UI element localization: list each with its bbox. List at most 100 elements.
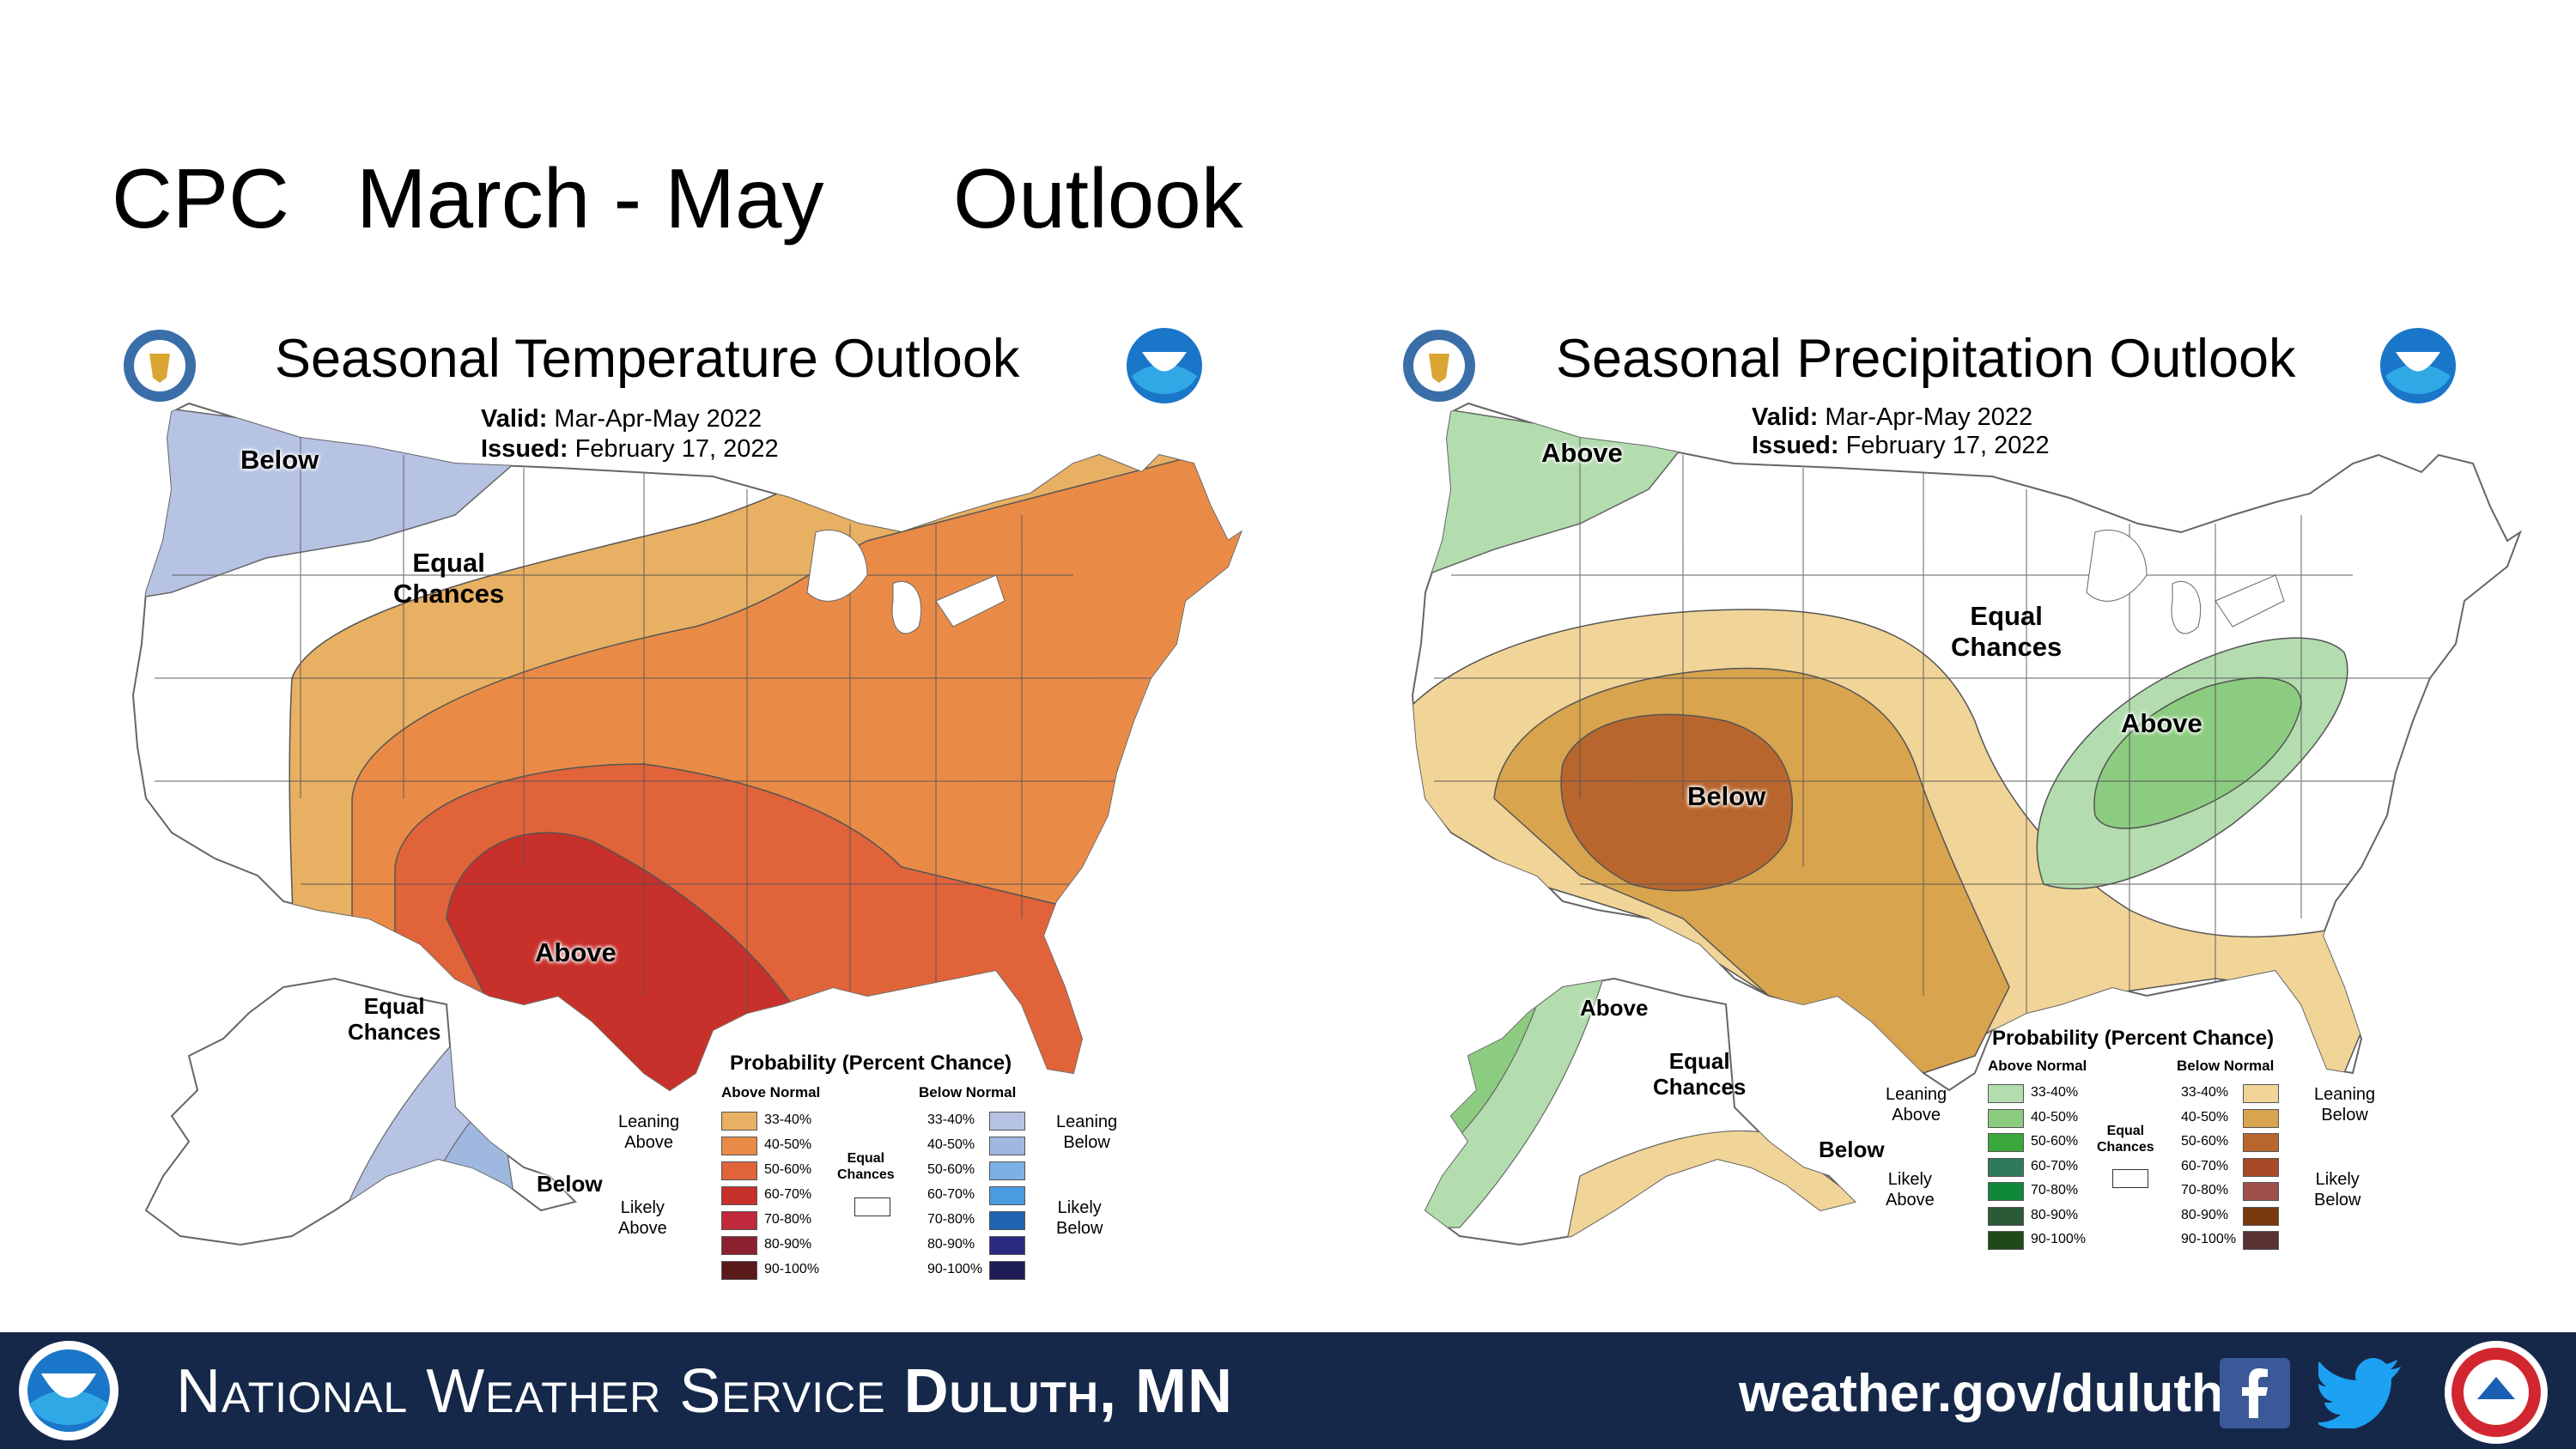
map-label-above: Above [535, 937, 617, 967]
legend-leaning-above: Leaning Above [1886, 1085, 1947, 1125]
footer-website-link[interactable]: weather.gov/duluth [1739, 1364, 2224, 1423]
legend-range-label: 70-80% [764, 1212, 812, 1227]
legend-range-label: 80-90% [2031, 1207, 2079, 1222]
legend-swatch-above [721, 1112, 757, 1131]
legend-swatch-below [989, 1112, 1025, 1131]
map-label-below-nw: Below [240, 445, 319, 475]
map-label-below: Below [1687, 781, 1766, 811]
legend-range-label: 60-70% [2181, 1158, 2229, 1173]
legend-swatch-above [1988, 1157, 2024, 1177]
precipitation-valid: Valid: Mar-Apr-May 2022 [1752, 403, 2033, 431]
legend-range-label: 40-50% [764, 1137, 812, 1152]
legend-range-label: 70-80% [2031, 1183, 2079, 1197]
map-label-equal-chances: Equal Chances [1951, 601, 2063, 662]
precipitation-outlook-panel: Seasonal Precipitation Outlook Valid: Ma… [1322, 318, 2567, 1296]
map-label-alaska-below: Below [1819, 1137, 1885, 1162]
legend-range-label: 33-40% [2031, 1085, 2079, 1100]
slide-title-cpc: CPC [112, 151, 289, 246]
national-weather-service-logo-icon [2443, 1339, 2550, 1446]
temperature-issued: Issued: February 17, 2022 [481, 435, 779, 463]
footer-bar: National Weather Service Duluth, MN weat… [0, 1332, 2576, 1449]
map-label-alaska-equal-chances: Equal Chances [348, 993, 441, 1045]
legend-range-label: 70-80% [2181, 1183, 2229, 1197]
legend-range-label: 90-100% [764, 1262, 820, 1276]
legend-range-label: 90-100% [927, 1262, 983, 1276]
legend-swatch-above [721, 1261, 757, 1280]
legend-range-label: 50-60% [764, 1162, 812, 1177]
temperature-outlook-map [131, 402, 1243, 1246]
facebook-icon[interactable] [2220, 1358, 2290, 1428]
legend-swatch-below [2243, 1108, 2279, 1128]
legend-swatch-below [2243, 1157, 2279, 1177]
legend-swatch-above [721, 1211, 757, 1230]
temperature-valid: Valid: Mar-Apr-May 2022 [481, 405, 762, 433]
legend-range-label: 80-90% [2181, 1207, 2229, 1222]
precipitation-outlook-title: Seasonal Precipitation Outlook [1556, 329, 2296, 389]
legend-likely-below: Likely Below [2314, 1170, 2361, 1210]
legend-range-label: 90-100% [2181, 1232, 2237, 1246]
legend-range-label: 33-40% [2181, 1085, 2229, 1100]
legend-equal-swatch [2112, 1169, 2148, 1188]
legend-swatch-above [1988, 1182, 2024, 1201]
legend-range-label: 33-40% [764, 1113, 812, 1127]
legend-swatch-above [1988, 1231, 2024, 1250]
legend-head-below: Below Normal [2177, 1058, 2275, 1074]
legend-head-above: Above Normal [721, 1084, 821, 1100]
legend-range-label: 40-50% [927, 1137, 975, 1152]
legend-leaning-below: Leaning Below [2314, 1085, 2376, 1125]
legend-head-above: Above Normal [1988, 1058, 2087, 1074]
legend-swatch-below [989, 1236, 1025, 1255]
legend-head-below: Below Normal [919, 1084, 1017, 1100]
map-label-alaska-above: Above [1580, 995, 1649, 1021]
legend-likely-below: Likely Below [1056, 1198, 1103, 1238]
legend-swatch-above [1988, 1084, 2024, 1103]
legend-range-label: 80-90% [927, 1237, 975, 1252]
map-label-equal-chances: Equal Chances [393, 548, 505, 609]
legend-swatch-above [721, 1137, 757, 1155]
legend-equal-swatch [854, 1197, 890, 1216]
legend-swatch-below [989, 1211, 1025, 1230]
legend-swatch-below [989, 1137, 1025, 1155]
slide-title-outlook: Outlook [953, 151, 1243, 246]
legend-range-label: 50-60% [2031, 1134, 2079, 1149]
legend-likely-above: Likely Above [1886, 1170, 1935, 1210]
noaa-logo-icon [1125, 326, 1204, 405]
footer-org-name: National Weather Service Duluth, MN [176, 1357, 1233, 1426]
temperature-outlook-title: Seasonal Temperature Outlook [275, 329, 1020, 389]
legend-swatch-above [1988, 1206, 2024, 1226]
legend-range-label: 33-40% [927, 1113, 975, 1127]
legend-swatch-above [721, 1236, 757, 1255]
legend-range-label: 50-60% [927, 1162, 975, 1177]
noaa-logo-icon [17, 1339, 120, 1442]
legend-swatch-above [721, 1186, 757, 1205]
legend-range-label: 60-70% [2031, 1158, 2079, 1173]
legend-title: Probability (Percent Chance) [1992, 1027, 2275, 1050]
legend-leaning-below: Leaning Below [1056, 1113, 1118, 1152]
legend-equal-chances: Equal Chances [837, 1151, 895, 1183]
legend-range-label: 60-70% [927, 1187, 975, 1202]
map-label-above-ohio-valley: Above [2121, 708, 2202, 738]
temperature-outlook-panel: Seasonal Temperature Outlook Valid: Mar-… [43, 318, 1288, 1296]
legend-swatch-above [721, 1161, 757, 1180]
legend-swatch-below [2243, 1231, 2279, 1250]
noaa-logo-icon [2379, 326, 2458, 405]
legend-likely-above: Likely Above [618, 1198, 667, 1238]
legend-swatch-below [2243, 1084, 2279, 1103]
twitter-icon[interactable] [2315, 1358, 2404, 1430]
legend-swatch-below [2243, 1206, 2279, 1226]
map-label-above-nw: Above [1541, 438, 1623, 468]
map-label-alaska-below: Below [537, 1171, 603, 1197]
legend-equal-chances: Equal Chances [2097, 1124, 2154, 1155]
legend-swatch-above [1988, 1108, 2024, 1128]
legend-title: Probability (Percent Chance) [730, 1052, 1012, 1075]
legend-range-label: 90-100% [2031, 1232, 2087, 1246]
legend-swatch-below [2243, 1133, 2279, 1152]
slide-title-period: March - May [356, 151, 824, 246]
department-of-commerce-seal-icon [1401, 328, 1477, 403]
legend-range-label: 60-70% [764, 1187, 812, 1202]
map-label-alaska-equal-chances: Equal Chances [1653, 1048, 1747, 1100]
legend-leaning-above: Leaning Above [618, 1113, 680, 1152]
precipitation-outlook-map [1411, 402, 2523, 1246]
legend-range-label: 50-60% [2181, 1134, 2229, 1149]
legend-swatch-below [2243, 1182, 2279, 1201]
